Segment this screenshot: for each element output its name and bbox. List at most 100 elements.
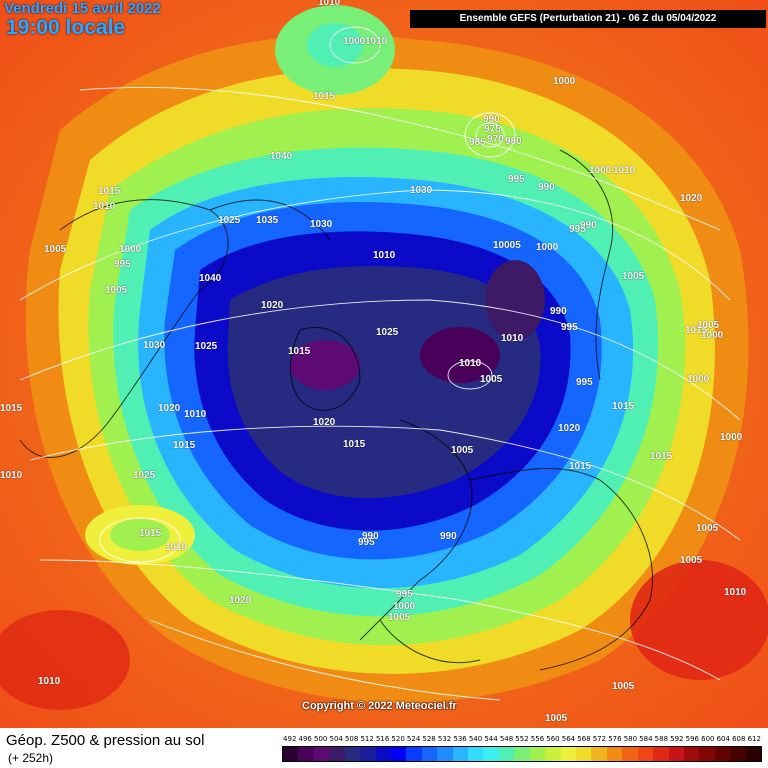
isobar-label: 980 [505, 136, 522, 147]
isobar-label: 1015 [0, 403, 23, 414]
color-scale-bar [282, 746, 762, 762]
legend-tick-label: 600 [701, 735, 715, 743]
legend-tick-label: 492 [283, 735, 297, 743]
legend-swatch [468, 747, 484, 761]
legend-tick-label: 500 [314, 735, 328, 743]
legend-swatch [560, 747, 577, 761]
isobar-label: 1035 [256, 215, 279, 226]
isobar-label: 1010 [318, 0, 341, 8]
legend-swatch [714, 747, 731, 761]
isobar-label: 990 [483, 114, 500, 125]
isobar-label: 995 [508, 174, 525, 185]
legend-tick-label: 496 [298, 735, 312, 743]
isobar-label: 1010 [724, 587, 747, 598]
isobar-label: 1010 [365, 36, 388, 47]
legend-swatch [668, 747, 684, 761]
isobar-label: 1040 [270, 151, 293, 162]
isobar-label: 1005 [480, 374, 503, 385]
isobar-label: 995 [576, 377, 593, 388]
isobar-label: 1015 [288, 346, 311, 357]
isobar-label: 1040 [199, 273, 222, 284]
legend-swatch [576, 747, 592, 761]
legend-swatch [591, 747, 607, 761]
legend-swatch [545, 747, 561, 761]
isobar-label: 1000 [701, 330, 724, 341]
legend-tick-label: 576 [608, 735, 622, 743]
legend-tick-label: 564 [561, 735, 576, 743]
legend-tick-label: 516 [375, 735, 390, 743]
isobar-label: 1030 [310, 219, 333, 230]
isobar-label: 1010 [165, 542, 188, 553]
forecast-date: Vendredi 15 avril 2022 [4, 0, 161, 17]
legend-tick-label: 520 [391, 735, 405, 743]
isobar-label: 1005 [680, 555, 703, 566]
isobar-label: 1015 [139, 528, 162, 539]
legend-swatch [606, 747, 623, 761]
legend-swatch [313, 747, 330, 761]
legend-panel: Géop. Z500 & pression au sol (+ 252h) 49… [0, 728, 768, 768]
isobar-label: 1005 [44, 244, 67, 255]
isobar-label: 975 [484, 124, 501, 135]
isobar-label: 1010 [0, 470, 23, 481]
isobar-label: 1020 [158, 403, 181, 414]
isobar-label: 1025 [376, 327, 399, 338]
isobar-label: 1030 [143, 340, 166, 351]
legend-tick-label: 504 [329, 735, 343, 743]
isobar-label: 1015 [98, 186, 121, 197]
weather-map: Vendredi 15 avril 2022 19:00 locale Ense… [0, 0, 768, 728]
isobar-label: 1000 [536, 242, 559, 253]
legend-swatch [498, 747, 515, 761]
legend-swatch [298, 747, 314, 761]
legend-tick-label: 592 [670, 735, 684, 743]
legend-tick-label: 584 [639, 735, 653, 743]
isobar-label: 1010 [459, 358, 482, 369]
isobar-label: 1000 [687, 374, 710, 385]
isobar-label: 1010 [501, 333, 524, 344]
isobar-label: 1010 [184, 409, 207, 420]
legend-tick-label: 580 [623, 735, 638, 743]
hot-east [630, 560, 768, 680]
legend-swatch [514, 747, 530, 761]
legend-tick-label: 560 [546, 735, 560, 743]
isobar-label: 1000 [393, 601, 416, 612]
legend-swatch [730, 747, 746, 761]
forecast-local-time: 19:00 locale [6, 16, 126, 39]
isobar-label: 1000 [553, 76, 576, 87]
legend-tick-label: 540 [468, 735, 483, 743]
map-title: Géop. Z500 & pression au sol [6, 732, 205, 749]
color-scale-labels: 492 496 500 504 508 512 516 520 524 528 532 536 540 5… [282, 735, 762, 745]
isobar-label: 1015 [569, 461, 592, 472]
isobar-label: 995 [569, 224, 586, 235]
legend-tick-label: 532 [437, 735, 452, 743]
isobar-label: 1020 [313, 417, 336, 428]
legend-swatch [283, 747, 299, 761]
legend-swatch [529, 747, 546, 761]
legend-swatch [375, 747, 391, 761]
legend-tick-label: 556 [530, 735, 545, 743]
isobar-label: 1010 [93, 201, 116, 212]
low-core-west [290, 340, 360, 390]
legend-tick-label: 524 [406, 735, 421, 743]
isobar-label: 990 [538, 182, 555, 193]
copyright-notice: Copyright © 2022 Meteociel.fr [302, 700, 457, 712]
legend-swatch [437, 747, 453, 761]
legend-tick-label: 544 [484, 735, 498, 743]
coastlines [19, 149, 654, 671]
legend-tick-label: 536 [453, 735, 467, 743]
isobar-label: 1025 [195, 341, 218, 352]
isobar-label: 1005 [545, 713, 568, 724]
isobar-label: 990 [440, 531, 457, 542]
isobar-label: 990 [550, 306, 567, 317]
isobar-label: 1015 [685, 325, 708, 336]
legend-swatch [421, 747, 438, 761]
legend-swatch [483, 747, 499, 761]
legend-swatch [745, 747, 762, 761]
isobar-label: 10005 [493, 240, 521, 251]
isobar-label: 1015 [173, 440, 196, 451]
isobar-label: 995 [114, 259, 131, 270]
legend-tick-label: 508 [344, 735, 359, 743]
low-core-center [420, 327, 500, 383]
legend-tick-label: 528 [422, 735, 436, 743]
isobar-label: 1010 [613, 165, 636, 176]
isobar-label: 1000 [720, 432, 743, 443]
